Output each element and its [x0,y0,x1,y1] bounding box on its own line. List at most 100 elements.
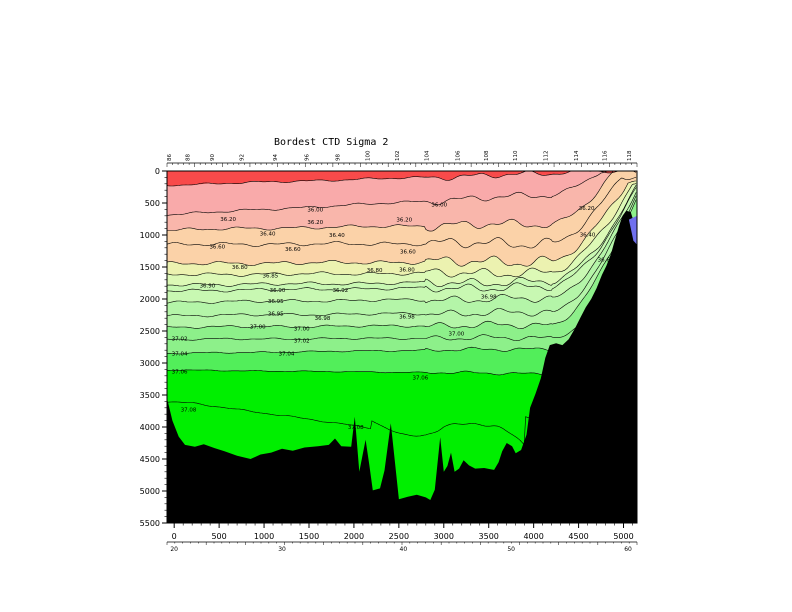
y-tick-label: 0 [155,167,160,176]
x-tick-label: 4000 [523,532,543,541]
contour-36.40 [167,171,637,232]
plot-frame [166,170,638,524]
contour-label: 36.60 [400,250,416,256]
y-tick-label: 5500 [140,519,160,528]
fill-bands [167,171,637,523]
station-label: 98 [336,154,342,161]
contour-label: 36.00 [431,202,447,208]
x-tick-label: 3500 [479,532,499,541]
y-tick-label: 2000 [140,295,160,304]
x-tick-label: 2500 [389,532,409,541]
plot-area: 36.00 36.00 36.20 36.20 36.20 36.20 36.40 36.40… [167,171,637,523]
contour-label: 37.06 [172,369,188,375]
contour-36.60 [167,176,637,249]
contour-label: 36.98 [315,316,331,322]
contour-label: 36.80 [399,268,415,274]
latitude-tick-label: 60 [624,546,632,553]
contour-label: 36.40 [260,232,276,238]
station-label: 118 [627,150,633,161]
station-label: 112 [543,151,549,162]
contour-label: 36.40 [329,233,345,239]
contour-label: 36.20 [579,206,595,212]
contour-label: 36.80 [367,268,383,274]
contour-label: 36.98 [399,314,415,320]
station-label: 108 [484,150,490,161]
contour-label: 36.92 [333,288,349,294]
y-tick-label: 500 [145,199,160,208]
station-label: 114 [574,150,580,161]
contour-label: 36.85 [262,273,278,279]
contour-label: 36.20 [396,218,412,224]
contour-label: 36.95 [268,312,284,318]
station-label: 86 [167,154,173,161]
contour-36.20 [167,171,637,216]
y-tick-label: 5000 [140,487,160,496]
contour-label: 36.60 [209,245,225,251]
contour-36.90 [167,184,637,288]
contour-labels: 36.00 36.00 36.20 36.20 36.20 36.20 36.40 36.40… [172,202,614,431]
station-label: 96 [304,154,310,161]
contour-label: 37.08 [181,408,197,414]
contour-36.95 [167,192,637,304]
fill-band-surface [167,171,637,186]
x-tick-label: 4500 [568,532,588,541]
shelf-water-patch [628,215,637,245]
latitude-tick-label: 20 [170,546,178,553]
station-label: 102 [395,151,401,162]
station-label: 106 [455,150,461,161]
contour-36.85 [167,183,637,278]
station-axis: 86 88 90 92 94 96 98 100 102 104 106 108 110 112 114 11… [166,150,638,167]
contour-label: 36.20 [220,217,236,223]
contour-label: 37.08 [348,425,364,431]
x-axis: 0 500 1000 1500 2000 2500 3000 3500 4000 4500 5000 [172,523,634,541]
station-label: 100 [365,150,371,161]
latitude-tick-label: 40 [400,546,408,553]
contour-37.02 [167,262,637,342]
seafloor-topography [167,210,637,523]
contour-label: 36.95 [268,299,284,305]
x-tick-label: 0 [172,532,177,541]
station-label: 110 [513,150,519,161]
y-tick-label: 4500 [140,455,160,464]
contour-label: 37.06 [413,376,429,382]
latitude-axis: 20 30 40 50 60 [166,541,638,553]
station-label: 92 [240,154,246,161]
contour-label: 36.98 [481,294,497,300]
station-label: 88 [186,154,192,161]
chart-title: Bordest CTD Sigma 2 [274,137,388,148]
contour-label: 37.00 [448,332,464,338]
station-label: 90 [210,154,216,161]
contour-label: 36.60 [285,247,301,253]
contour-36.00 [167,171,637,187]
x-tick-label: 1000 [254,532,274,541]
station-label: 104 [425,150,431,161]
contour-label: 37.02 [294,339,310,345]
y-tick-label: 1500 [140,263,160,272]
contour-36.80 [167,180,637,267]
contour-label: 37.00 [294,326,310,332]
contour-label: 36.40 [580,232,596,238]
contour-label: 36.20 [307,220,323,226]
y-tick-label: 3500 [140,391,160,400]
contour-label: 36.90 [270,288,286,294]
contour-label: 37.04 [172,351,188,357]
contour-label: 36.80 [232,265,248,271]
contour-36.98 [167,195,637,318]
contour-label: 37.04 [279,351,295,357]
y-axis: 0 500 1000 1500 2000 2500 3000 3500 4000 4500 5000… [140,167,167,528]
station-label: 116 [603,150,609,161]
x-tick-label: 1500 [299,532,319,541]
contour-36.92 [167,187,637,293]
contour-label: 37.02 [172,337,188,343]
y-tick-label: 2500 [140,327,160,336]
latitude-tick-label: 50 [507,546,515,553]
latitude-tick-label: 30 [278,546,286,553]
x-tick-label: 2000 [344,532,364,541]
contour-label: 37.00 [250,325,266,331]
y-tick-label: 4000 [140,423,160,432]
x-tick-label: 3000 [434,532,454,541]
y-tick-label: 3000 [140,359,160,368]
contour-37.00 [167,199,637,329]
contour-label: 36.00 [307,207,323,213]
